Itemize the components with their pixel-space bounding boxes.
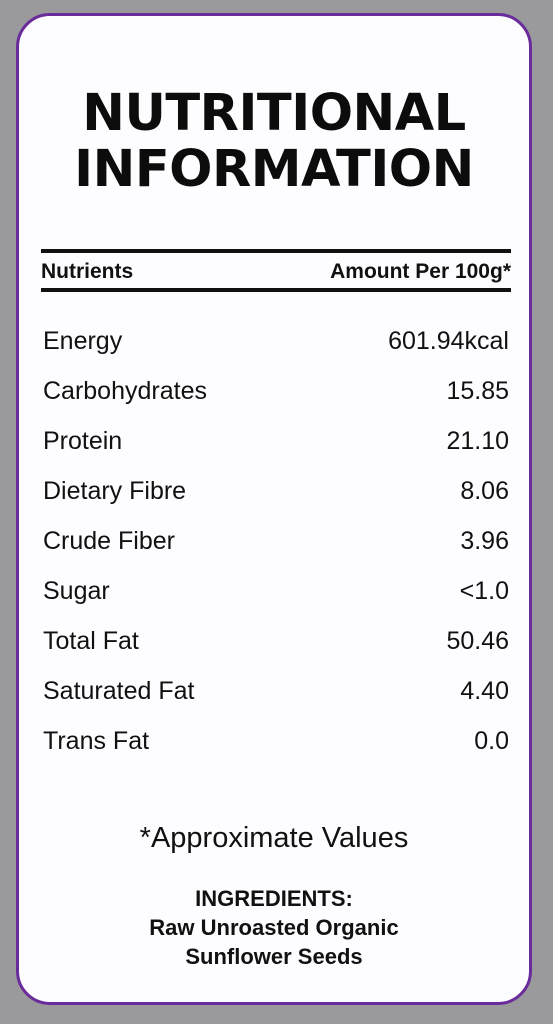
nutrition-label-card: NUTRITIONAL INFORMATION Nutrients Amount… xyxy=(16,13,532,1005)
nutrient-name: Dietary Fibre xyxy=(43,476,187,505)
table-header-rule xyxy=(41,288,511,292)
nutrient-value: 8.06 xyxy=(460,476,509,505)
nutrient-value: 4.40 xyxy=(460,676,509,705)
nutrient-name: Saturated Fat xyxy=(43,676,195,705)
ingredients-heading: INGREDIENTS: xyxy=(195,886,353,911)
table-row: Energy 601.94kcal xyxy=(41,316,511,366)
nutrition-table: Nutrients Amount Per 100g* Energy 601.94… xyxy=(41,249,511,766)
nutrient-name: Crude Fiber xyxy=(43,526,175,555)
nutrient-name: Energy xyxy=(43,326,123,355)
nutrient-name: Carbohydrates xyxy=(43,376,207,405)
table-row: Crude Fiber 3.96 xyxy=(41,516,511,566)
table-row: Protein 21.10 xyxy=(41,416,511,466)
nutrient-value: 21.10 xyxy=(446,426,509,455)
table-row: Saturated Fat 4.40 xyxy=(41,666,511,716)
nutrient-name: Protein xyxy=(43,426,123,455)
nutrient-value: 50.46 xyxy=(446,626,509,655)
ingredients-line-1: Raw Unroasted Organic xyxy=(149,915,399,940)
table-rows: Energy 601.94kcal Carbohydrates 15.85 Pr… xyxy=(41,316,511,766)
nutrient-value: 15.85 xyxy=(446,376,509,405)
ingredients-line-2: Sunflower Seeds xyxy=(185,944,363,969)
table-row: Dietary Fibre 8.06 xyxy=(41,466,511,516)
page-title: NUTRITIONAL INFORMATION xyxy=(19,86,529,198)
nutrient-value: 0.0 xyxy=(474,726,509,755)
title-line-2: INFORMATION xyxy=(74,140,474,199)
table-row: Trans Fat 0.0 xyxy=(41,716,511,766)
approximate-values-note: *Approximate Values xyxy=(139,822,409,854)
nutrient-name: Sugar xyxy=(43,576,110,605)
header-nutrients: Nutrients xyxy=(41,259,134,283)
table-top-rule xyxy=(41,249,511,253)
nutrient-value: 3.96 xyxy=(460,526,509,555)
nutrient-name: Trans Fat xyxy=(43,726,150,755)
nutrient-value: <1.0 xyxy=(459,576,509,605)
header-amount: Amount Per 100g* xyxy=(330,259,511,283)
nutrient-name: Total Fat xyxy=(43,626,139,655)
title-line-1: NUTRITIONAL xyxy=(82,84,466,143)
ingredients-block: INGREDIENTS: Raw Unroasted Organic Sunfl… xyxy=(19,884,529,971)
table-header: Nutrients Amount Per 100g* xyxy=(41,253,511,288)
table-row: Sugar <1.0 xyxy=(41,566,511,616)
nutrient-value: 601.94kcal xyxy=(388,326,509,355)
table-row: Total Fat 50.46 xyxy=(41,616,511,666)
table-row: Carbohydrates 15.85 xyxy=(41,366,511,416)
